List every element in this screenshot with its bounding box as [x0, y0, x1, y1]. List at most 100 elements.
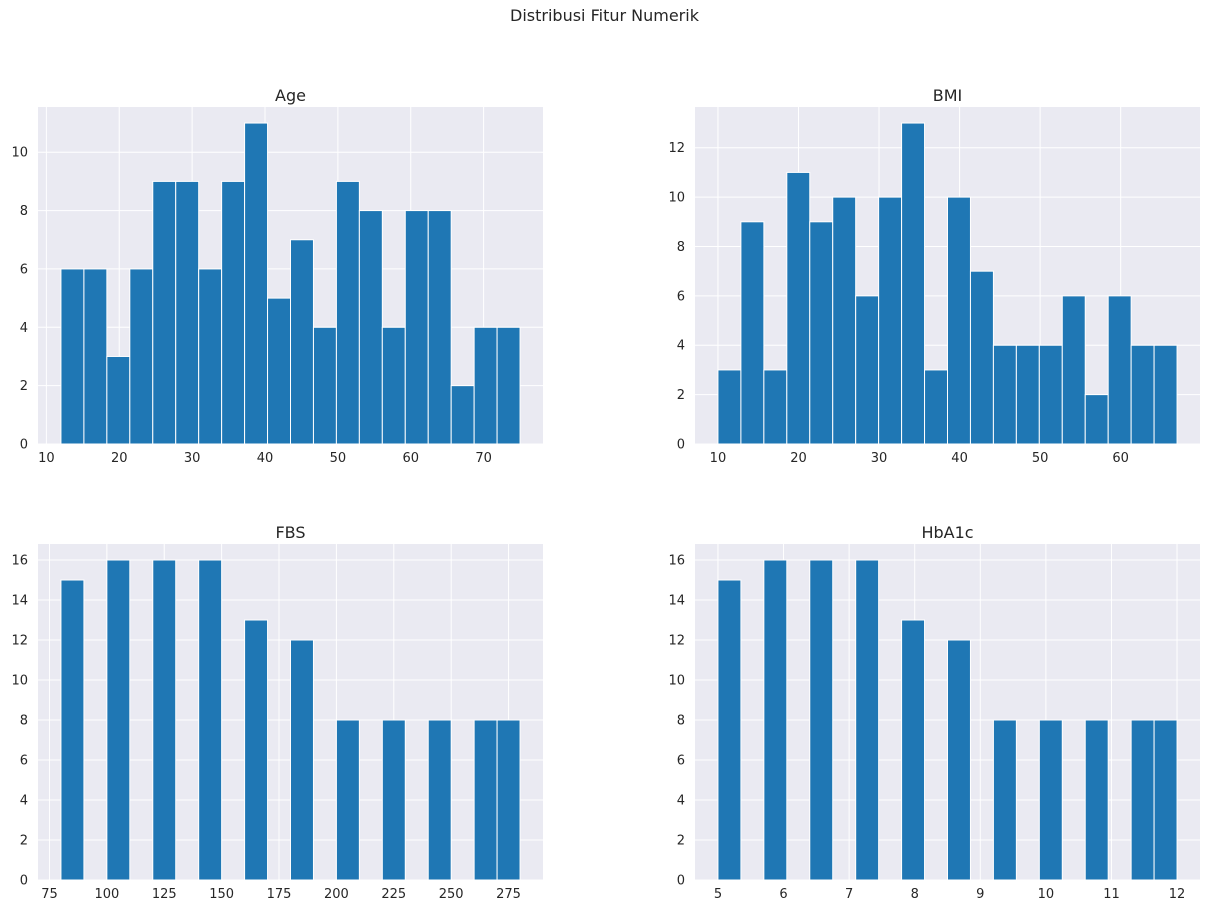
x-tick-label: 20 — [111, 451, 128, 466]
x-tick-label: 7 — [845, 887, 853, 902]
x-tick-label: 8 — [911, 887, 919, 902]
histogram-bar-hba1c — [1153, 719, 1178, 881]
x-tick-label: 30 — [184, 451, 201, 466]
y-tick-label: 0 — [677, 438, 685, 453]
x-tick-label: 6 — [779, 887, 787, 902]
y-tick-label: 10 — [668, 191, 685, 206]
y-tick-label: 0 — [20, 874, 28, 889]
y-tick-label: 8 — [20, 714, 28, 729]
histogram-bar-bmi — [878, 196, 903, 445]
y-tick-label: 16 — [11, 554, 28, 569]
y-tick-label: 0 — [20, 438, 28, 453]
histogram-bar-hba1c — [1084, 719, 1109, 881]
histogram-bar-hba1c — [763, 559, 788, 881]
y-tick-label: 8 — [677, 240, 685, 255]
histogram-bar-bmi — [992, 344, 1017, 445]
histogram-bar-age — [496, 326, 521, 445]
histogram-bar-fbs — [473, 719, 498, 881]
y-tick-label: 4 — [677, 339, 685, 354]
histogram-bar-age — [152, 180, 177, 445]
x-tick-label: 60 — [1112, 451, 1129, 466]
histogram-bar-bmi — [924, 369, 949, 445]
y-tick-label: 8 — [20, 204, 28, 219]
subplot-hba1c: 5 6 7 8 9 10 11 12 0 2 4 6 8 10 12 14 16 HbA1c — [668, 523, 1200, 902]
histogram-bar-age — [473, 326, 498, 445]
x-tick-label: 150 — [209, 887, 234, 902]
histogram-bar-fbs — [335, 719, 360, 881]
x-tick-label: 10 — [1038, 887, 1055, 902]
subplot-title-hba1c: HbA1c — [921, 523, 973, 542]
y-tick-label: 0 — [677, 874, 685, 889]
x-tick-label: 11 — [1103, 887, 1120, 902]
histogram-bar-age — [312, 326, 337, 445]
y-tick-label: 4 — [677, 794, 685, 809]
histogram-bar-hba1c — [1130, 719, 1155, 881]
histogram-bar-bmi — [1061, 295, 1086, 445]
x-tick-label: 125 — [152, 887, 177, 902]
x-tick-label: 175 — [267, 887, 292, 902]
y-tick-label: 6 — [677, 754, 685, 769]
histogram-bar-age — [129, 268, 154, 445]
histogram-bar-age — [83, 268, 108, 445]
histogram-bar-fbs — [106, 559, 131, 881]
histogram-bar-fbs — [198, 559, 223, 881]
histogram-bar-age — [427, 210, 452, 445]
subplot-title-fbs: FBS — [275, 523, 305, 542]
x-tick-label: 60 — [402, 451, 419, 466]
x-tick-label: 200 — [324, 887, 349, 902]
x-tick-label: 40 — [951, 451, 968, 466]
histogram-bar-age — [335, 180, 360, 445]
histogram-bar-bmi — [832, 196, 857, 445]
histogram-bar-fbs — [244, 619, 269, 881]
histogram-bar-age — [267, 297, 291, 445]
y-tick-label: 12 — [668, 141, 685, 156]
histogram-bar-fbs — [427, 719, 452, 881]
x-tick-label: 40 — [257, 451, 274, 466]
y-tick-label: 4 — [20, 794, 28, 809]
y-tick-label: 4 — [20, 321, 28, 336]
x-tick-label: 12 — [1169, 887, 1186, 902]
y-tick-label: 2 — [677, 834, 685, 849]
x-tick-label: 75 — [41, 887, 58, 902]
subplot-title-age: Age — [275, 86, 306, 105]
histogram-bar-age — [450, 385, 475, 445]
x-tick-label: 30 — [871, 451, 888, 466]
y-tick-label: 14 — [668, 594, 685, 609]
histogram-bar-age — [106, 355, 131, 445]
histogram-bar-fbs — [381, 719, 406, 881]
y-tick-label: 14 — [11, 594, 28, 609]
histogram-bar-age — [290, 239, 314, 445]
histogram-bar-age — [404, 210, 429, 445]
histogram-bar-bmi — [1015, 344, 1040, 445]
histogram-bar-age — [198, 268, 223, 445]
x-tick-label: 10 — [710, 451, 727, 466]
histogram-bar-bmi — [763, 369, 788, 445]
y-tick-label: 10 — [668, 674, 685, 689]
histogram-bar-hba1c — [992, 719, 1017, 881]
y-tick-label: 10 — [11, 674, 28, 689]
x-tick-label: 275 — [496, 887, 521, 902]
y-tick-label: 6 — [20, 262, 28, 277]
subplot-age: 10 20 30 40 50 60 70 0 2 4 6 8 10 Age — [11, 86, 543, 466]
y-tick-label: 10 — [11, 146, 28, 161]
histogram-bar-age — [175, 180, 200, 445]
y-tick-label: 16 — [668, 554, 685, 569]
x-tick-label: 5 — [714, 887, 722, 902]
histogram-bar-hba1c — [717, 579, 742, 881]
x-tick-label: 250 — [439, 887, 464, 902]
histogram-bar-bmi — [1084, 394, 1109, 445]
y-tick-label: 2 — [20, 379, 28, 394]
histogram-bar-bmi — [1153, 344, 1178, 445]
histogram-bar-fbs — [152, 559, 177, 881]
histogram-bar-fbs — [290, 639, 314, 881]
histogram-bar-bmi — [740, 221, 765, 445]
y-tick-label: 6 — [677, 289, 685, 304]
histogram-bar-bmi — [1107, 295, 1132, 445]
x-tick-label: 50 — [330, 451, 347, 466]
y-tick-label: 6 — [20, 754, 28, 769]
histogram-bar-age — [381, 326, 406, 445]
histogram-bar-hba1c — [809, 559, 834, 881]
y-tick-label: 2 — [20, 834, 28, 849]
subplot-bmi: 10 20 30 40 50 60 0 2 4 6 8 10 12 BMI — [668, 86, 1200, 466]
